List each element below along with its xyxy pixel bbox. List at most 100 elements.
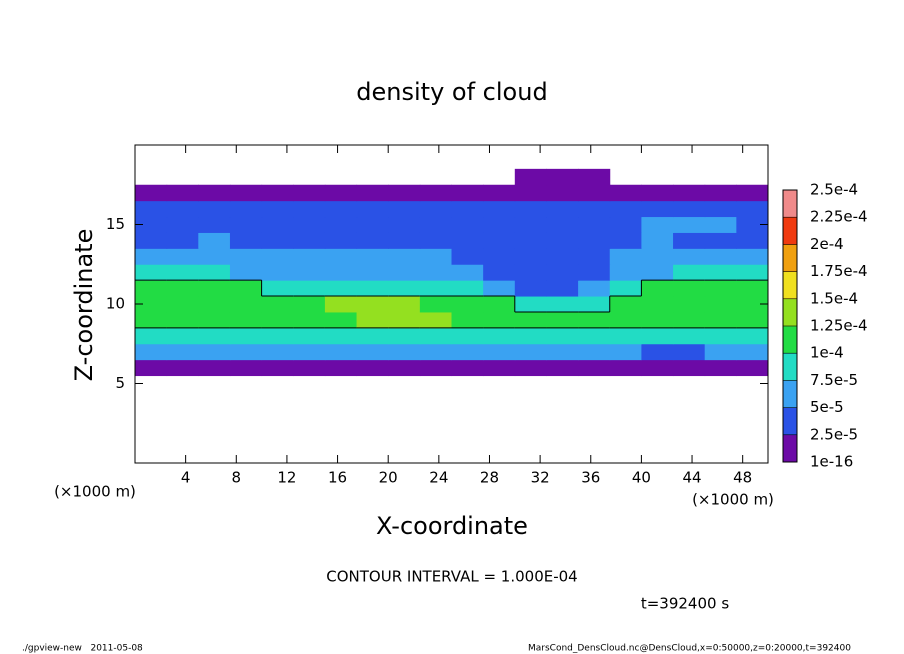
cell (324, 248, 358, 265)
cell (388, 327, 421, 345)
cell (166, 232, 199, 249)
cell (229, 280, 263, 297)
cell (514, 216, 547, 233)
cell (578, 311, 611, 329)
cell (166, 296, 199, 313)
cell (229, 359, 263, 377)
cell (198, 264, 231, 281)
cell (261, 311, 294, 329)
x-tick-label: 40 (632, 469, 651, 487)
cell (609, 343, 642, 361)
cell (135, 327, 168, 345)
cell (514, 200, 547, 218)
cell (641, 232, 674, 249)
cell (324, 264, 358, 281)
cell (388, 359, 421, 377)
cell (261, 296, 294, 313)
cell (609, 232, 642, 249)
cell (514, 168, 547, 186)
cell (673, 359, 706, 377)
colorbar-label: 1.5e-4 (810, 289, 858, 307)
cell (293, 248, 326, 265)
cell (198, 280, 231, 297)
contour-note: CONTOUR INTERVAL = 1.000E-04 (326, 568, 577, 586)
colorbar-segment (783, 217, 797, 245)
cell (293, 216, 326, 233)
cell (198, 232, 231, 249)
cell (736, 311, 769, 329)
x-tick-label: 28 (480, 469, 499, 487)
cell (609, 248, 642, 265)
cell (704, 184, 737, 202)
colorbar-segment (783, 434, 797, 463)
cell (198, 311, 231, 329)
cell (546, 311, 579, 329)
cell (166, 200, 199, 218)
cell (261, 216, 294, 233)
cell (641, 200, 674, 218)
colorbar-label: 2.5e-5 (810, 425, 858, 443)
cell (736, 216, 769, 233)
cell (388, 200, 421, 218)
cell (135, 248, 168, 265)
cell (388, 216, 421, 233)
cell (388, 280, 421, 297)
cell (166, 311, 199, 329)
y-tick-label: 15 (106, 215, 125, 233)
cell (704, 264, 737, 281)
cell (419, 232, 452, 249)
cell (641, 343, 674, 361)
cell (483, 200, 516, 218)
cell (704, 359, 737, 377)
cell (166, 359, 199, 377)
cell (261, 232, 294, 249)
cell (609, 200, 642, 218)
cell (578, 264, 611, 281)
cell (641, 327, 674, 345)
cell (324, 184, 358, 202)
cell (514, 327, 547, 345)
cell (261, 184, 294, 202)
cell (609, 184, 642, 202)
cell (704, 296, 737, 313)
cell (293, 311, 326, 329)
cell (388, 296, 421, 313)
cell (261, 343, 294, 361)
cell (673, 296, 706, 313)
cell (293, 264, 326, 281)
cell (609, 359, 642, 377)
y-tick-label: 5 (115, 374, 125, 392)
cell (704, 248, 737, 265)
cell (736, 248, 769, 265)
cell (261, 264, 294, 281)
cell (135, 216, 168, 233)
cell (198, 327, 231, 345)
cell (641, 184, 674, 202)
cell (673, 280, 706, 297)
cell (198, 296, 231, 313)
cell (388, 343, 421, 361)
cell (546, 232, 579, 249)
cell (514, 343, 547, 361)
cell (135, 296, 168, 313)
cell (451, 264, 484, 281)
cell (293, 296, 326, 313)
cell (261, 359, 294, 377)
colorbar-segment (783, 407, 797, 436)
cell (324, 311, 358, 329)
cell (166, 327, 199, 345)
cell (261, 200, 294, 218)
cell (166, 184, 199, 202)
cell (736, 280, 769, 297)
cell (609, 311, 642, 329)
cell (356, 359, 389, 377)
cell (324, 359, 358, 377)
cell (673, 248, 706, 265)
cell (261, 248, 294, 265)
cell (641, 359, 674, 377)
cell (293, 232, 326, 249)
cell (704, 280, 737, 297)
cell (135, 264, 168, 281)
cell (546, 216, 579, 233)
cell (229, 248, 263, 265)
